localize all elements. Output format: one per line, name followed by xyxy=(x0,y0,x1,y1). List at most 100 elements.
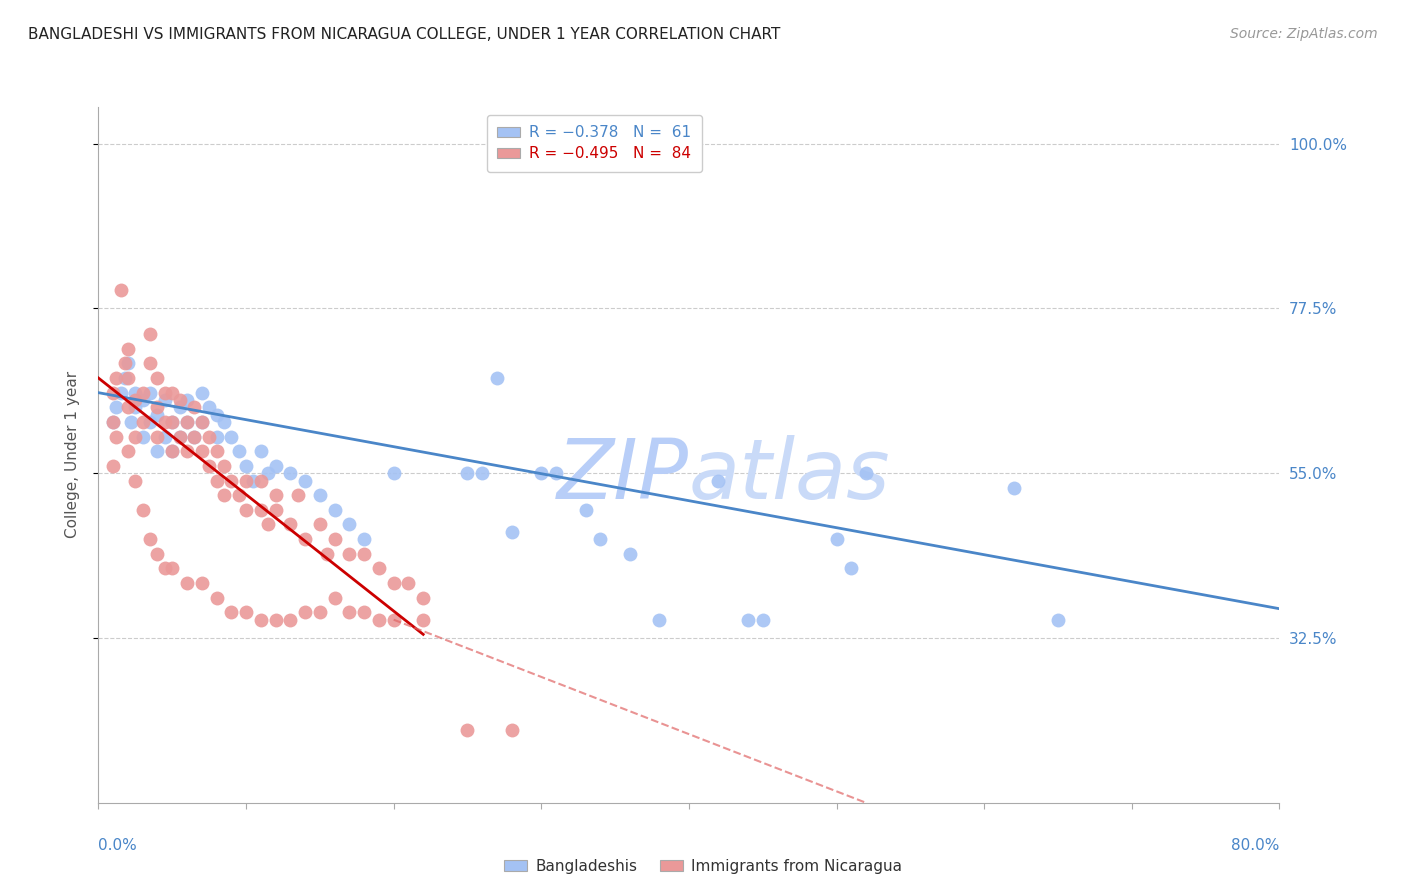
Point xyxy=(471,467,494,481)
Point xyxy=(221,429,243,443)
Point xyxy=(117,342,139,356)
Point xyxy=(103,458,125,473)
Point xyxy=(486,371,509,385)
Point xyxy=(412,613,434,627)
Point xyxy=(382,613,405,627)
Point xyxy=(530,467,553,481)
Point xyxy=(205,408,228,422)
Point xyxy=(287,488,309,502)
Text: 0.0%: 0.0% xyxy=(98,838,138,853)
Point xyxy=(124,429,146,443)
Point xyxy=(139,415,162,429)
Point xyxy=(139,385,162,400)
Point xyxy=(205,444,228,458)
Point xyxy=(169,392,191,407)
Point xyxy=(114,356,136,370)
Point xyxy=(212,415,235,429)
Point xyxy=(146,444,169,458)
Point xyxy=(146,547,169,561)
Point xyxy=(117,356,139,370)
Point xyxy=(221,606,243,620)
Point xyxy=(825,532,848,546)
Point xyxy=(103,385,125,400)
Point xyxy=(205,429,228,443)
Point xyxy=(501,524,523,539)
Point xyxy=(278,467,302,481)
Point xyxy=(278,613,302,627)
Point xyxy=(456,467,478,481)
Point xyxy=(120,415,142,429)
Point xyxy=(841,561,863,575)
Point xyxy=(396,576,419,591)
Point xyxy=(205,591,228,605)
Point xyxy=(183,429,205,443)
Point xyxy=(132,392,155,407)
Point xyxy=(353,547,375,561)
Point xyxy=(382,576,405,591)
Point xyxy=(198,401,221,415)
Point xyxy=(339,606,360,620)
Point xyxy=(235,606,257,620)
Text: atlas: atlas xyxy=(689,435,890,516)
Point xyxy=(198,458,221,473)
Point xyxy=(221,474,243,488)
Point xyxy=(110,385,132,400)
Point xyxy=(264,613,287,627)
Point xyxy=(1046,613,1069,627)
Point xyxy=(368,613,391,627)
Point xyxy=(153,429,176,443)
Point xyxy=(212,488,235,502)
Point xyxy=(117,371,139,385)
Point xyxy=(294,474,316,488)
Point xyxy=(176,415,198,429)
Point xyxy=(707,474,730,488)
Point xyxy=(183,429,205,443)
Point xyxy=(124,474,146,488)
Point xyxy=(751,613,773,627)
Point xyxy=(176,576,198,591)
Point xyxy=(162,444,183,458)
Point xyxy=(235,458,257,473)
Point xyxy=(250,503,273,517)
Point xyxy=(176,444,198,458)
Text: ZIP: ZIP xyxy=(557,435,689,516)
Point xyxy=(264,503,287,517)
Point xyxy=(191,444,214,458)
Point xyxy=(235,474,257,488)
Point xyxy=(117,401,139,415)
Point xyxy=(309,517,332,532)
Point xyxy=(368,561,391,575)
Point xyxy=(242,474,264,488)
Point xyxy=(257,517,280,532)
Point xyxy=(176,392,198,407)
Point xyxy=(153,561,176,575)
Point xyxy=(501,723,523,737)
Point xyxy=(198,429,221,443)
Point xyxy=(132,503,155,517)
Point xyxy=(132,385,155,400)
Point xyxy=(294,532,316,546)
Point xyxy=(619,547,641,561)
Point xyxy=(162,415,183,429)
Point xyxy=(250,613,273,627)
Point xyxy=(456,723,478,737)
Point xyxy=(264,458,287,473)
Point xyxy=(162,444,183,458)
Point xyxy=(309,488,332,502)
Point xyxy=(139,356,162,370)
Point xyxy=(855,467,877,481)
Point xyxy=(257,467,280,481)
Point xyxy=(737,613,759,627)
Point xyxy=(228,444,250,458)
Point xyxy=(589,532,612,546)
Point xyxy=(153,392,176,407)
Point xyxy=(212,458,235,473)
Point xyxy=(339,517,360,532)
Point xyxy=(105,401,128,415)
Point xyxy=(139,532,162,546)
Point xyxy=(169,429,191,443)
Point xyxy=(323,591,346,605)
Point xyxy=(648,613,671,627)
Point xyxy=(114,371,136,385)
Point xyxy=(139,327,162,342)
